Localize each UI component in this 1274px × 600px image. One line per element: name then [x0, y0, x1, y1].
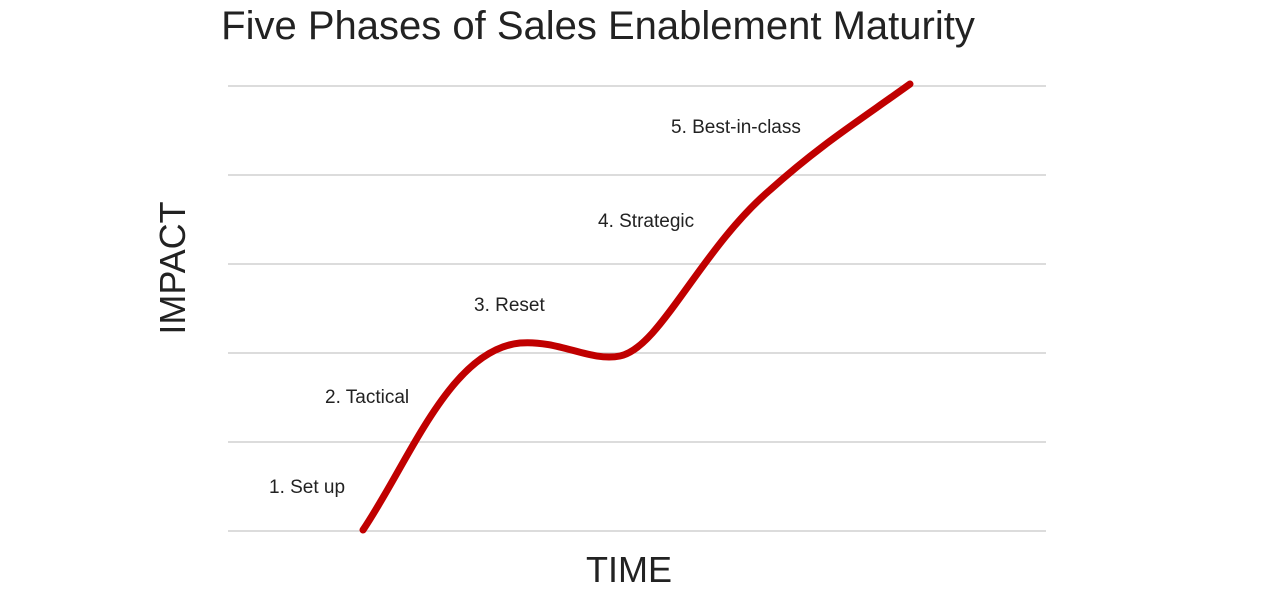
phase-label-setup: 1. Set up — [269, 477, 345, 498]
maturity-curve — [359, 80, 914, 534]
gridlines — [228, 85, 1046, 532]
phase-label-best-in-class: 5. Best-in-class — [671, 117, 801, 138]
phase-label-reset: 3. Reset — [474, 295, 545, 316]
phase-label-tactical: 2. Tactical — [325, 387, 409, 408]
chart-title: Five Phases of Sales Enablement Maturity — [221, 4, 975, 48]
y-axis-label: IMPACT — [152, 201, 193, 334]
phase-label-strategic: 4. Strategic — [598, 211, 694, 232]
x-axis-label: TIME — [586, 549, 672, 590]
